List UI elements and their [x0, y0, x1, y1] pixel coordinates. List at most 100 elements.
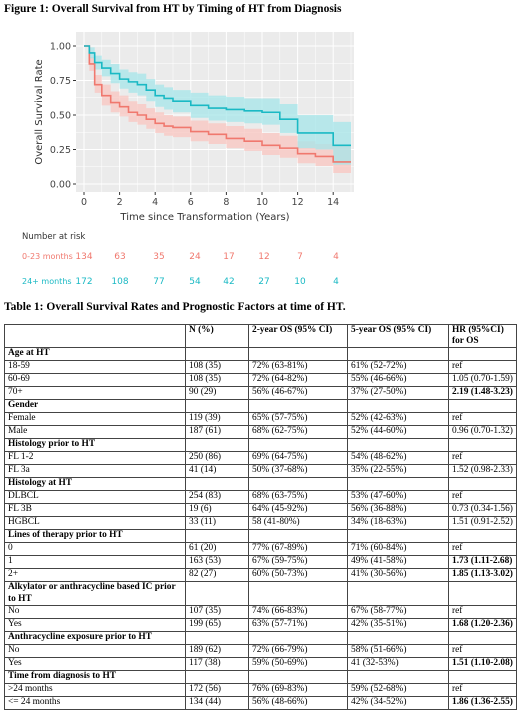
- empty-cell: [248, 581, 348, 607]
- table-cell: 1.05 (0.70-1.59): [448, 373, 517, 388]
- table-cell: 58% (51-66%): [347, 644, 449, 659]
- table-row: 70+ 90 (29) 56% (46-67%) 37% (27-50%) 2.19 (…: [4, 386, 517, 401]
- table-cell: 50% (37-68%): [248, 464, 348, 479]
- table-cell: 59% (50-69%): [248, 657, 348, 672]
- y-tick-label: 0.25: [50, 145, 71, 156]
- table-cell: FL 3B: [4, 503, 186, 518]
- table-cell: 19 (6): [185, 503, 249, 518]
- header-cell-variable: [4, 323, 186, 349]
- table-cell: 1.85 (1.13-3.02): [448, 568, 517, 583]
- table-cell: 72% (63-81%): [248, 360, 348, 375]
- table-cell: 60% (50-73%): [248, 568, 348, 583]
- table-cell: 42% (34-52%): [347, 696, 449, 710]
- table-cell: 49% (41-58%): [347, 555, 449, 570]
- table-cell: Male: [4, 425, 186, 440]
- table-cell: 0.73 (0.34-1.56): [448, 503, 517, 518]
- empty-cell: [448, 399, 517, 414]
- empty-cell: [248, 529, 348, 544]
- table-cell: 1.51 (1.10-2.08): [448, 657, 517, 672]
- table-cell: 68% (62-75%): [248, 425, 348, 440]
- y-tick-label: 0.75: [50, 76, 71, 87]
- table-cell: FL 1-2: [4, 451, 186, 466]
- table-cell: 37% (27-50%): [347, 386, 449, 401]
- section-label: Histology prior to HT: [4, 438, 186, 453]
- empty-cell: [448, 438, 517, 453]
- table-cell: 107 (35): [185, 605, 249, 620]
- risk-count: 35: [153, 252, 164, 262]
- header-cell-hr: HR (95%CI) for OS: [448, 323, 517, 349]
- empty-cell: [185, 529, 249, 544]
- empty-cell: [185, 477, 249, 492]
- table-cell: ref: [448, 490, 517, 505]
- y-tick-label: 0.50: [50, 111, 71, 122]
- risk-count: 7: [297, 252, 303, 262]
- table-cell: 2.19 (1.48-3.23): [448, 386, 517, 401]
- section-label: Lines of therapy prior to HT: [4, 529, 186, 544]
- x-axis-label: Time since Transformation (Years): [119, 212, 289, 223]
- table-row: <= 24 months 134 (44) 56% (48-66%) 42% (34-…: [4, 696, 517, 710]
- table-cell: 82 (27): [185, 568, 249, 583]
- table-cell: 68% (63-75%): [248, 490, 348, 505]
- empty-cell: [347, 477, 449, 492]
- section-label: Anthracycline exposure prior to HT: [4, 631, 186, 646]
- x-tick-labels: 0 2 4 6 8 10 12 14: [81, 192, 339, 208]
- empty-cell: [347, 399, 449, 414]
- table-cell: 134 (44): [185, 696, 249, 710]
- risk-count: 12: [258, 252, 269, 262]
- table-section-row: Age at HT: [4, 347, 517, 362]
- empty-cell: [185, 399, 249, 414]
- x-tick-label: 8: [223, 197, 229, 208]
- header-cell-n: N (%): [185, 323, 249, 349]
- risk-table: 0-23 months 134 63 35 24 17 12 7 4 24+ months 172 1…: [22, 252, 339, 287]
- table-cell: 72% (64-82%): [248, 373, 348, 388]
- empty-cell: [185, 347, 249, 362]
- table-cell: <= 24 months: [4, 696, 186, 710]
- risk-count: 172: [75, 277, 92, 287]
- section-label: Histology at HT: [4, 477, 186, 492]
- x-tick-label: 6: [188, 197, 194, 208]
- table-row: 0 61 (20) 77% (67-89%) 71% (60-84%) ref: [4, 542, 517, 557]
- risk-count: 10: [294, 277, 306, 287]
- table-row: 1 163 (53) 67% (59-75%) 49% (41-58%) 1.73 (1…: [4, 555, 517, 570]
- x-tick-label: 14: [327, 197, 339, 208]
- risk-count: 77: [153, 277, 164, 287]
- table-cell: 187 (61): [185, 425, 249, 440]
- risk-count: 54: [189, 277, 201, 287]
- table-cell: 69% (64-75%): [248, 451, 348, 466]
- table-cell: 189 (62): [185, 644, 249, 659]
- table-cell: DLBCL: [4, 490, 186, 505]
- table-cell: 42% (35-51%): [347, 618, 449, 633]
- table-cell: 74% (66-83%): [248, 605, 348, 620]
- risk-table-title: Number at risk: [22, 232, 85, 242]
- empty-cell: [347, 529, 449, 544]
- empty-cell: [448, 631, 517, 646]
- x-tick-label: 12: [292, 197, 304, 208]
- table-cell: 0: [4, 542, 186, 557]
- table-cell: 67% (59-75%): [248, 555, 348, 570]
- empty-cell: [248, 477, 348, 492]
- table-cell: 41 (32-53%): [347, 657, 449, 672]
- table-row: 60-69 108 (35) 72% (64-82%) 55% (46-66%) 1.0…: [4, 373, 517, 388]
- table-section-row: Alkylator or anthracycline based IC prio…: [4, 581, 517, 607]
- figure-title: Figure 1: Overall Survival from HT by Ti…: [4, 3, 342, 15]
- table-cell: Yes: [4, 657, 186, 672]
- table-cell: 59% (52-68%): [347, 683, 449, 698]
- table-cell: 56% (36-88%): [347, 503, 449, 518]
- table-cell: 61% (52-72%): [347, 360, 449, 375]
- table-cell: Female: [4, 412, 186, 427]
- table-section-row: Histology at HT: [4, 477, 517, 492]
- table-cell: ref: [448, 412, 517, 427]
- table-cell: 71% (60-84%): [347, 542, 449, 557]
- table-cell: 34% (18-63%): [347, 516, 449, 531]
- table-cell: ref: [448, 683, 517, 698]
- table-header-row: N (%) 2-year OS (95% CI) 5-year OS (95% …: [4, 323, 517, 349]
- empty-cell: [448, 477, 517, 492]
- table-row: Yes 199 (65) 63% (57-71%) 42% (35-51%) 1.68 …: [4, 618, 517, 633]
- table-cell: 18-59: [4, 360, 186, 375]
- empty-cell: [185, 438, 249, 453]
- table-cell: ref: [448, 644, 517, 659]
- table-cell: >24 months: [4, 683, 186, 698]
- table-row: Yes 117 (38) 59% (50-69%) 41 (32-53%) 1.51 (…: [4, 657, 517, 672]
- table-cell: 1.73 (1.11-2.68): [448, 555, 517, 570]
- table-cell: 33 (11): [185, 516, 249, 531]
